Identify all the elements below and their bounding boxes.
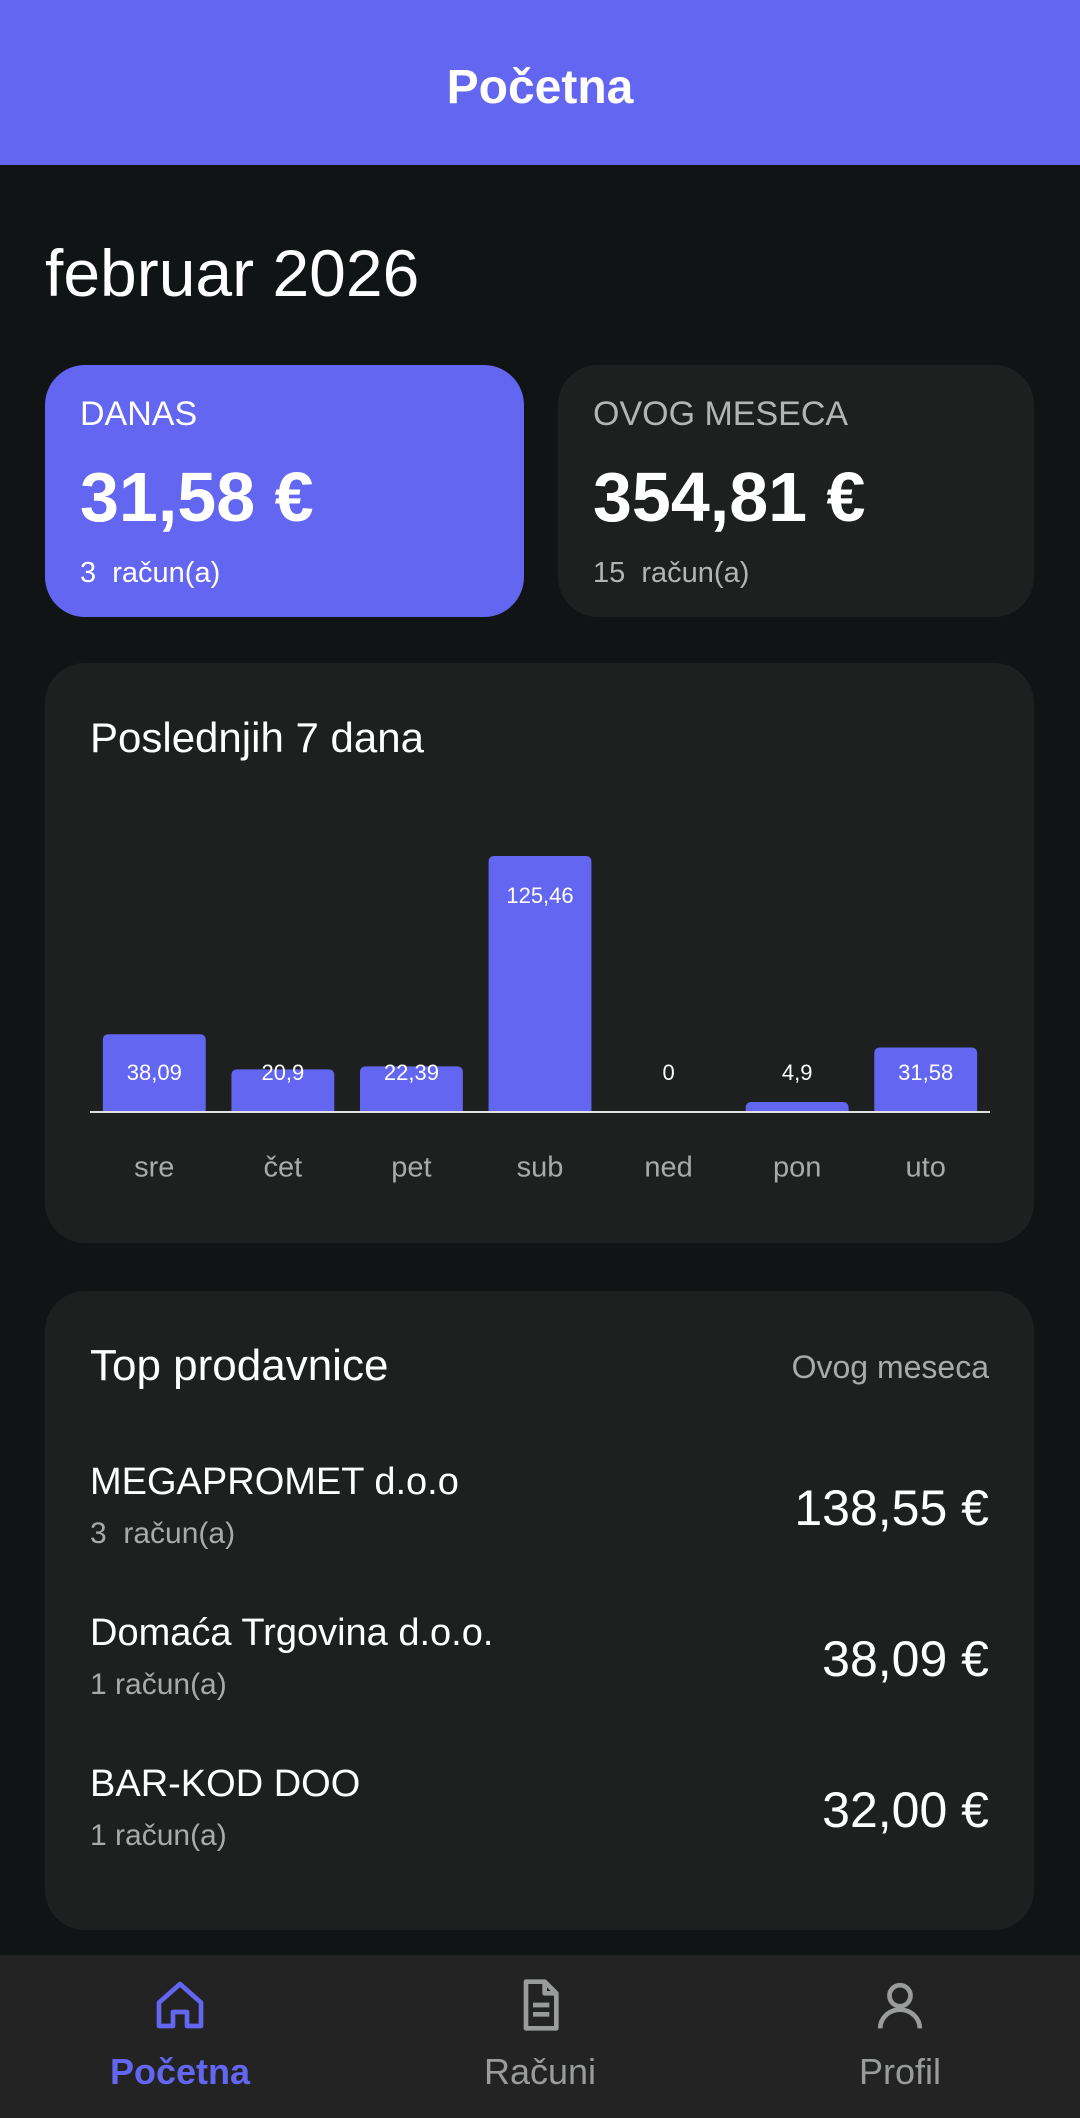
app-bar: Početna: [0, 0, 1080, 165]
store-amount: 32,00 €: [822, 1782, 989, 1838]
value-label: 22,39: [384, 1060, 439, 1085]
month-title: februar 2026: [45, 236, 420, 310]
chart-card: Poslednjih 7 dana 38,09 sre 20,9 čet 22,39 pe…: [45, 663, 1034, 1243]
value-label: 20,9: [261, 1060, 304, 1085]
section-title: Top prodavnice: [90, 1341, 389, 1390]
value-label: 125,46: [506, 883, 573, 908]
card-count: 3 račun(a): [80, 557, 221, 589]
x-tick-label: čet: [264, 1152, 303, 1184]
bar: [488, 856, 592, 1112]
store-name[interactable]: Domaća Trgovina d.o.o.: [90, 1612, 494, 1654]
value-label: 0: [662, 1060, 674, 1085]
chart-title: Poslednjih 7 dana: [90, 714, 425, 761]
store-amount: 138,55 €: [794, 1480, 989, 1536]
nav-label[interactable]: Početna: [109, 2051, 251, 2092]
x-tick-label: sub: [517, 1152, 564, 1184]
top-stores-card: Top prodavnice Ovog meseca MEGAPROMET d.…: [45, 1291, 1034, 1930]
store-name[interactable]: BAR-KOD DOO: [90, 1763, 361, 1805]
x-tick-label: sre: [134, 1152, 174, 1184]
bottom-nav: Početna Računi Profil: [0, 1955, 1080, 2118]
nav-label[interactable]: Računi: [483, 2051, 597, 2092]
profile-icon[interactable]: [872, 1977, 928, 2033]
today-card[interactable]: DANAS 31,58 € 3 račun(a): [45, 365, 524, 617]
x-tick-label: pon: [773, 1152, 821, 1184]
card-label: DANAS: [80, 395, 198, 433]
store-count: 3 račun(a): [90, 1517, 236, 1550]
card-label: OVOG MESECA: [593, 395, 849, 433]
store-amount: 38,09 €: [822, 1631, 989, 1687]
bar: [231, 1069, 335, 1112]
card-amount: 354,81 €: [593, 458, 866, 536]
bar: [745, 1102, 849, 1112]
x-tick-label: pet: [391, 1152, 431, 1184]
card-amount: 31,58 €: [80, 458, 314, 536]
store-count: 1 račun(a): [90, 1819, 227, 1852]
x-tick-label: uto: [906, 1152, 946, 1184]
home-icon[interactable]: [152, 1977, 208, 2033]
bar: [874, 1047, 978, 1112]
store-count: 1 račun(a): [90, 1668, 227, 1701]
value-label: 31,58: [898, 1060, 953, 1085]
receipts-icon[interactable]: [512, 1977, 568, 2033]
chart: Poslednjih 7 dana 38,09 sre 20,9 čet 22,39 pe…: [90, 714, 990, 1184]
card-count: 15 račun(a): [593, 557, 750, 589]
bar: [102, 1034, 206, 1112]
value-label: 4,9: [782, 1060, 813, 1085]
section-period: Ovog meseca: [791, 1349, 989, 1385]
bar: [360, 1066, 463, 1112]
value-label: 38,09: [127, 1060, 182, 1085]
month-card[interactable]: OVOG MESECA 354,81 € 15 račun(a): [558, 365, 1034, 617]
app-title: Početna: [446, 61, 634, 114]
store-name[interactable]: MEGAPROMET d.o.o: [90, 1461, 459, 1503]
x-tick-label: ned: [644, 1152, 692, 1184]
nav-label[interactable]: Profil: [858, 2051, 942, 2092]
